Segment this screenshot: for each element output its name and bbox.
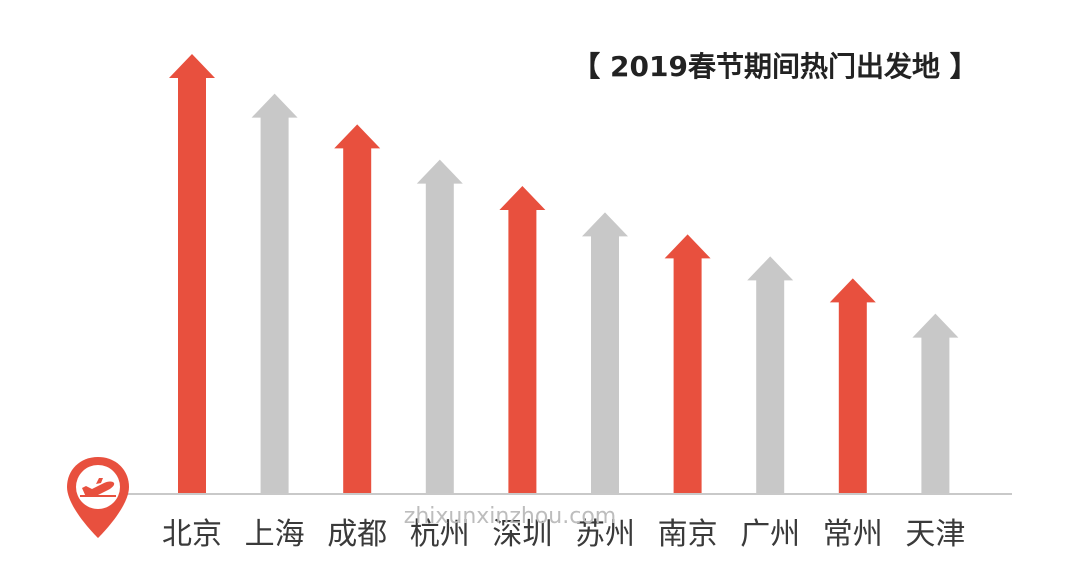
bar-arrow-3 [334, 124, 381, 495]
bar-arrow-4 [416, 159, 463, 494]
bar-arrow-6 [582, 212, 628, 494]
bar-arrow-2 [251, 93, 298, 494]
x-tick-label: 杭州 [410, 517, 470, 552]
x-tick-label: 成都 [327, 517, 387, 552]
bar-arrow-8 [747, 256, 794, 494]
x-tick-label: 深圳 [492, 517, 552, 552]
watermark-text: zhixunxinzhou.com [404, 504, 616, 529]
x-tick-label: 南京 [658, 517, 718, 552]
x-tick-label: 北京 [162, 517, 222, 552]
airplane-departure-location-pin-icon [67, 457, 129, 538]
x-tick-label: 广州 [740, 517, 800, 552]
chart-title: 【 2019春节期间热门出发地 】 [572, 50, 977, 83]
bar-arrow-1 [169, 54, 215, 494]
bar-arrow-10 [912, 313, 959, 494]
x-tick-label: 上海 [245, 517, 305, 552]
x-axis-tick-labels: 北京 上海 成都 杭州 深圳 苏州 南京 广州 常州 天津 [162, 517, 965, 552]
x-tick-label: 常州 [823, 517, 883, 552]
bar-arrow-7 [664, 234, 711, 494]
bar-arrow-5 [499, 186, 546, 494]
x-tick-label: 苏州 [575, 517, 635, 552]
bars-group [169, 54, 959, 495]
bar-arrow-9 [829, 278, 876, 494]
x-tick-label: 天津 [905, 517, 965, 552]
